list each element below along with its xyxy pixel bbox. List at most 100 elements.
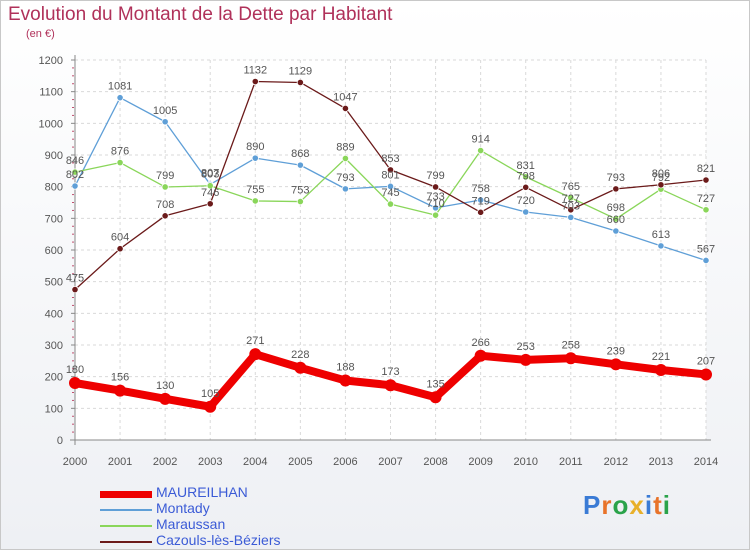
x-tick-label: 2010: [513, 456, 537, 468]
data-label-montady: 703: [562, 200, 580, 212]
data-label-maureilhan: 105: [201, 388, 219, 400]
data-point-maraussan: [116, 159, 124, 167]
legend-item-montady: Montady: [100, 500, 360, 517]
data-point-cazouls-l-s-b-ziers: [612, 185, 620, 193]
chart-subtitle: (en €): [26, 28, 55, 40]
data-point-maureilhan: [204, 400, 217, 413]
data-point-maureilhan: [69, 377, 81, 389]
data-label-maureilhan: 188: [336, 361, 354, 373]
data-label-montady: 807: [201, 167, 219, 179]
data-point-montady: [251, 154, 259, 162]
data-point-cazouls-l-s-b-ziers: [296, 78, 304, 87]
data-label-maraussan: 792: [652, 172, 670, 184]
data-point-maraussan: [567, 194, 575, 202]
data-label-maraussan: 831: [517, 160, 535, 172]
data-label-cazouls-l-s-b-ziers: 727: [562, 193, 580, 205]
chart-title: Evolution du Montant de la Dette par Hab…: [8, 4, 393, 25]
y-tick-label: 0: [57, 435, 63, 447]
data-point-cazouls-l-s-b-ziers: [161, 212, 169, 220]
data-point-montady: [386, 182, 395, 190]
data-label-maureilhan: 221: [652, 351, 670, 363]
legend-label-cazouls: Cazouls-lès-Béziers: [156, 532, 281, 548]
data-label-maureilhan: 258: [562, 339, 580, 351]
logo-letter: o: [612, 490, 630, 520]
legend-swatch-maureilhan: [100, 491, 152, 498]
data-label-maureilhan: 239: [607, 345, 625, 357]
logo-letter: i: [662, 490, 671, 520]
x-tick-label: 2002: [153, 456, 177, 468]
y-tick-label: 900: [45, 150, 63, 162]
data-label-montady: 613: [652, 229, 670, 241]
x-tick-label: 2011: [559, 456, 583, 468]
x-tick-label: 2008: [423, 456, 447, 468]
data-label-maraussan: 765: [562, 181, 580, 193]
data-point-montady: [431, 204, 440, 212]
data-label-maraussan: 745: [381, 187, 399, 199]
data-point-maraussan: [477, 146, 485, 155]
data-label-maureilhan: 253: [517, 341, 535, 353]
data-label-maraussan: 799: [156, 170, 174, 182]
data-point-montady: [702, 256, 710, 265]
data-point-maureilhan: [159, 392, 172, 405]
x-tick-label: 2014: [694, 456, 718, 468]
data-label-maraussan: 755: [246, 184, 264, 196]
legend-swatch-montady: [100, 509, 152, 511]
legend-swatch-maraussan: [100, 525, 152, 527]
data-label-maureilhan: 207: [697, 355, 715, 367]
data-point-maraussan: [612, 215, 620, 223]
data-label-maraussan: 889: [336, 141, 354, 153]
logo-letter: x: [629, 490, 645, 520]
data-point-cazouls-l-s-b-ziers: [567, 206, 575, 214]
data-label-maureilhan: 228: [291, 349, 309, 361]
logo-letter: t: [653, 490, 663, 520]
logo-letter: i: [644, 490, 654, 520]
data-point-maureilhan: [114, 384, 127, 397]
data-label-cazouls-l-s-b-ziers: 806: [652, 168, 670, 180]
data-point-montady: [341, 185, 350, 193]
y-tick-label: 200: [45, 372, 63, 384]
data-point-montady: [567, 213, 575, 221]
x-tick-label: 2007: [378, 456, 402, 468]
data-point-maraussan: [341, 154, 350, 163]
y-tick-label: 1100: [39, 87, 63, 99]
data-point-montady: [116, 94, 124, 102]
legend-item-cazouls: Cazouls-lès-Béziers: [100, 532, 360, 549]
x-tick-label: 2005: [288, 456, 312, 468]
data-point-maureilhan: [654, 364, 667, 377]
data-point-maureilhan: [474, 349, 487, 362]
y-tick-label: 1200: [39, 55, 63, 67]
data-label-montady: 733: [426, 191, 444, 203]
data-point-montady: [477, 196, 485, 204]
data-point-maureilhan: [700, 368, 712, 381]
x-tick-label: 2000: [63, 456, 87, 468]
data-point-maraussan: [386, 200, 395, 208]
legend-label-montady: Montady: [156, 500, 210, 516]
data-point-maraussan: [702, 206, 710, 214]
data-label-maureilhan: 173: [381, 366, 399, 378]
x-tick-label: 2009: [468, 456, 492, 468]
legend-label-maraussan: Maraussan: [156, 516, 226, 532]
data-label-cazouls-l-s-b-ziers: 1047: [333, 91, 357, 103]
x-tick-label: 2004: [243, 456, 267, 468]
data-label-cazouls-l-s-b-ziers: 799: [426, 170, 444, 182]
y-tick-label: 500: [45, 277, 63, 289]
data-point-cazouls-l-s-b-ziers: [386, 166, 395, 174]
legend-label-maureilhan: MAUREILHAN: [156, 484, 248, 500]
data-point-cazouls-l-s-b-ziers: [702, 176, 710, 184]
data-point-cazouls-l-s-b-ziers: [206, 200, 214, 208]
data-label-cazouls-l-s-b-ziers: 604: [111, 232, 129, 244]
data-point-cazouls-l-s-b-ziers: [116, 245, 124, 253]
x-tick-label: 2001: [108, 456, 132, 468]
data-label-maureilhan: 266: [471, 337, 489, 349]
data-label-maraussan: 914: [471, 134, 489, 146]
data-point-maureilhan: [384, 379, 397, 392]
data-label-montady: 801: [381, 169, 399, 181]
y-tick-label: 100: [45, 403, 63, 415]
x-tick-label: 2012: [604, 456, 628, 468]
data-point-maraussan: [206, 182, 214, 190]
data-point-cazouls-l-s-b-ziers: [522, 183, 530, 191]
data-label-maraussan: 876: [111, 146, 129, 158]
data-point-cazouls-l-s-b-ziers: [477, 208, 485, 216]
data-label-montady: 720: [517, 195, 535, 207]
